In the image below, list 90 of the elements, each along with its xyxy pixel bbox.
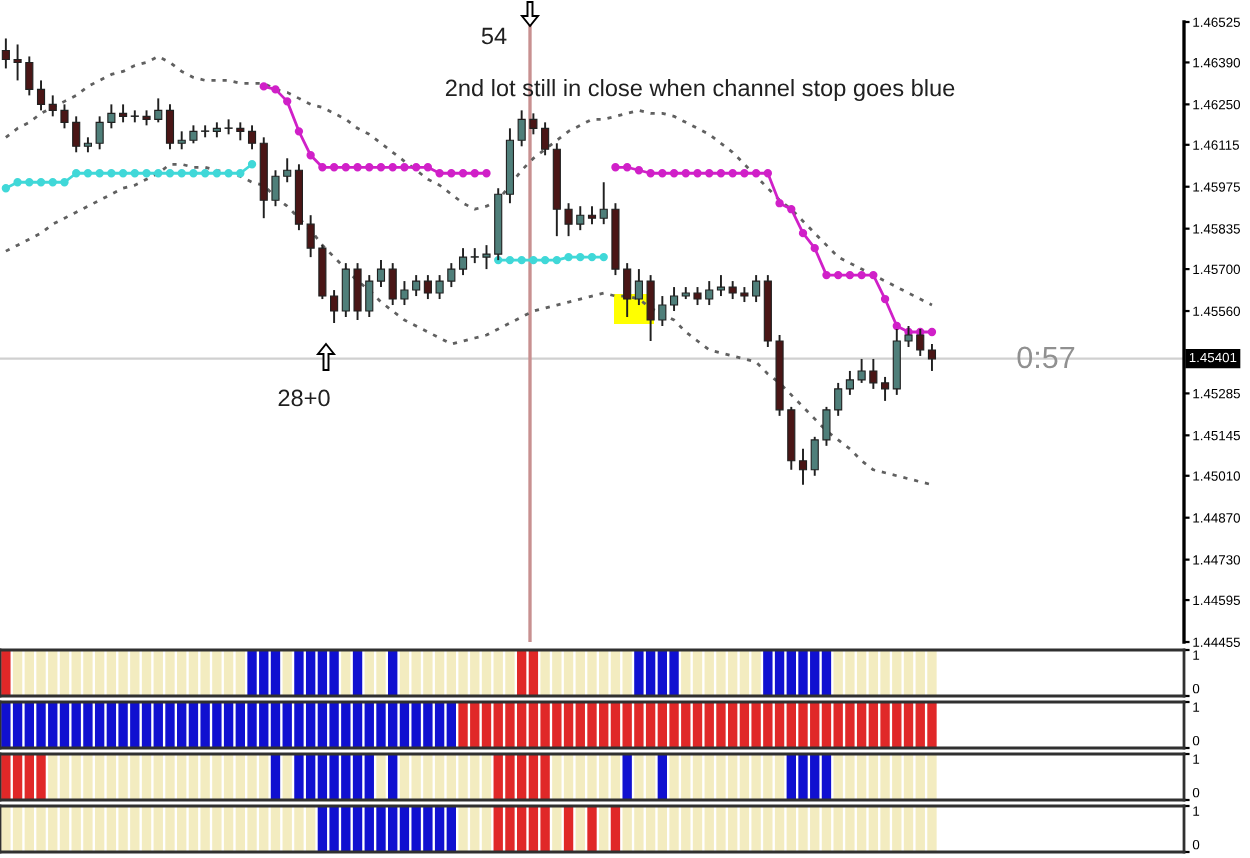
point <box>869 270 878 280</box>
point <box>411 163 421 172</box>
point <box>517 255 526 265</box>
point <box>13 178 22 187</box>
point <box>845 270 855 280</box>
point <box>834 270 843 280</box>
point <box>505 255 515 265</box>
point <box>822 270 831 280</box>
point <box>447 169 456 178</box>
point <box>306 151 315 160</box>
point <box>927 327 937 337</box>
point <box>341 163 350 172</box>
point <box>189 169 198 178</box>
point <box>552 255 561 265</box>
point <box>576 252 585 262</box>
candlestick <box>716 274 726 298</box>
point <box>634 166 644 175</box>
point <box>329 163 339 172</box>
point <box>118 169 128 178</box>
point <box>693 169 702 178</box>
point <box>36 178 46 187</box>
point <box>529 255 538 265</box>
point <box>259 82 268 91</box>
point <box>564 252 573 262</box>
point <box>60 178 69 187</box>
point <box>200 169 210 178</box>
point <box>107 169 116 178</box>
annotation: 0:57 <box>1017 346 1075 369</box>
annotation: 28+0 <box>278 389 330 407</box>
point <box>95 169 104 178</box>
point <box>177 169 186 178</box>
candlestick <box>165 103 175 151</box>
candlestick <box>458 247 468 277</box>
point <box>318 163 327 172</box>
point <box>728 169 737 178</box>
point <box>25 178 34 187</box>
point <box>1 184 11 193</box>
point <box>212 169 222 178</box>
point <box>271 85 280 94</box>
point <box>763 169 773 178</box>
candlestick <box>927 343 937 372</box>
point <box>400 163 409 172</box>
point <box>880 294 890 304</box>
point <box>669 169 679 178</box>
point <box>599 252 608 262</box>
point <box>681 169 690 178</box>
point <box>458 169 468 178</box>
point <box>623 163 632 172</box>
point <box>294 127 304 136</box>
point <box>482 169 491 178</box>
point <box>83 169 93 178</box>
point <box>716 169 726 178</box>
candlestick <box>376 259 386 289</box>
point <box>857 270 866 280</box>
point <box>646 169 655 178</box>
point <box>798 228 808 238</box>
point <box>658 169 667 178</box>
point <box>48 178 57 187</box>
point <box>236 169 245 178</box>
candlestick <box>247 124 257 151</box>
point <box>224 169 233 178</box>
point <box>787 205 796 214</box>
point <box>740 169 749 178</box>
point <box>892 321 901 331</box>
point <box>810 243 819 253</box>
annotation: 2nd lot still in close when channel stop goes blue <box>445 79 955 101</box>
point <box>130 169 139 178</box>
annotation: 54 <box>481 27 507 45</box>
point <box>353 163 362 172</box>
point <box>587 252 597 262</box>
point <box>72 169 81 178</box>
point <box>611 163 620 172</box>
point <box>751 169 761 178</box>
point <box>423 163 433 172</box>
line-series <box>4 162 934 487</box>
point <box>540 255 550 265</box>
candlestick <box>798 447 808 486</box>
point <box>388 163 397 172</box>
point <box>283 97 292 106</box>
point <box>376 163 386 172</box>
point <box>470 169 479 178</box>
point <box>365 163 374 172</box>
point <box>154 169 163 178</box>
point <box>142 169 151 178</box>
point <box>165 169 175 178</box>
candlestick <box>36 79 46 112</box>
point <box>775 199 784 208</box>
point <box>705 169 714 178</box>
point <box>247 160 257 169</box>
point <box>435 169 444 178</box>
